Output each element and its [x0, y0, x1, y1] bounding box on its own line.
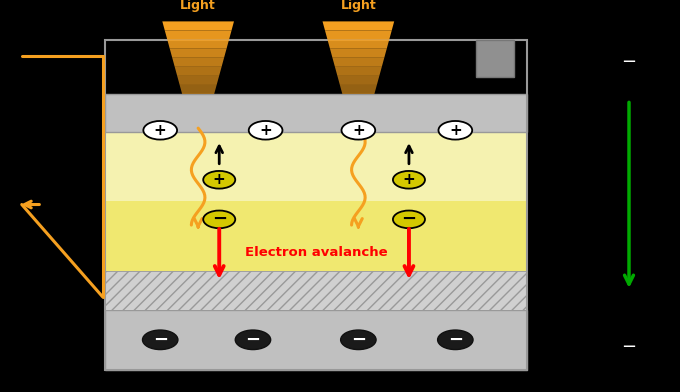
Bar — [105, 201, 527, 270]
Polygon shape — [322, 22, 394, 31]
Polygon shape — [325, 31, 392, 40]
Polygon shape — [328, 40, 389, 49]
Text: +: + — [154, 123, 167, 138]
Polygon shape — [163, 22, 234, 31]
Circle shape — [203, 211, 235, 228]
Text: −: − — [351, 331, 366, 349]
Text: −: − — [622, 338, 636, 356]
Circle shape — [341, 330, 376, 350]
Text: +: + — [449, 123, 462, 138]
Bar — [105, 132, 527, 201]
Polygon shape — [170, 49, 226, 58]
Text: −: − — [211, 211, 227, 229]
Polygon shape — [167, 40, 229, 49]
Polygon shape — [165, 31, 231, 40]
Text: −: − — [447, 331, 463, 349]
Polygon shape — [340, 85, 377, 94]
Polygon shape — [172, 58, 224, 67]
Circle shape — [393, 211, 425, 228]
Bar — [105, 40, 527, 370]
Polygon shape — [175, 67, 222, 76]
Text: Light: Light — [180, 0, 216, 12]
Text: +: + — [403, 172, 415, 187]
Circle shape — [341, 121, 375, 140]
Text: +: + — [259, 123, 272, 138]
Text: Light: Light — [341, 0, 376, 12]
Text: −: − — [245, 331, 260, 349]
Polygon shape — [330, 49, 387, 58]
Text: +: + — [213, 172, 226, 187]
Bar — [105, 94, 527, 132]
Bar — [105, 270, 527, 310]
Polygon shape — [177, 76, 219, 85]
Text: Electron avalanche: Electron avalanche — [245, 246, 388, 259]
Circle shape — [235, 330, 271, 350]
Polygon shape — [335, 67, 381, 76]
Polygon shape — [333, 58, 384, 67]
Text: −: − — [622, 53, 636, 71]
Circle shape — [203, 171, 235, 189]
Circle shape — [143, 330, 178, 350]
Text: −: − — [401, 211, 417, 229]
Bar — [105, 270, 527, 310]
Circle shape — [439, 121, 472, 140]
Polygon shape — [180, 85, 217, 94]
Circle shape — [393, 171, 425, 189]
Bar — [105, 310, 527, 370]
Text: +: + — [352, 123, 364, 138]
Circle shape — [143, 121, 177, 140]
Bar — [477, 40, 514, 78]
Text: −: − — [152, 331, 168, 349]
Circle shape — [438, 330, 473, 350]
Circle shape — [249, 121, 282, 140]
Polygon shape — [337, 76, 379, 85]
